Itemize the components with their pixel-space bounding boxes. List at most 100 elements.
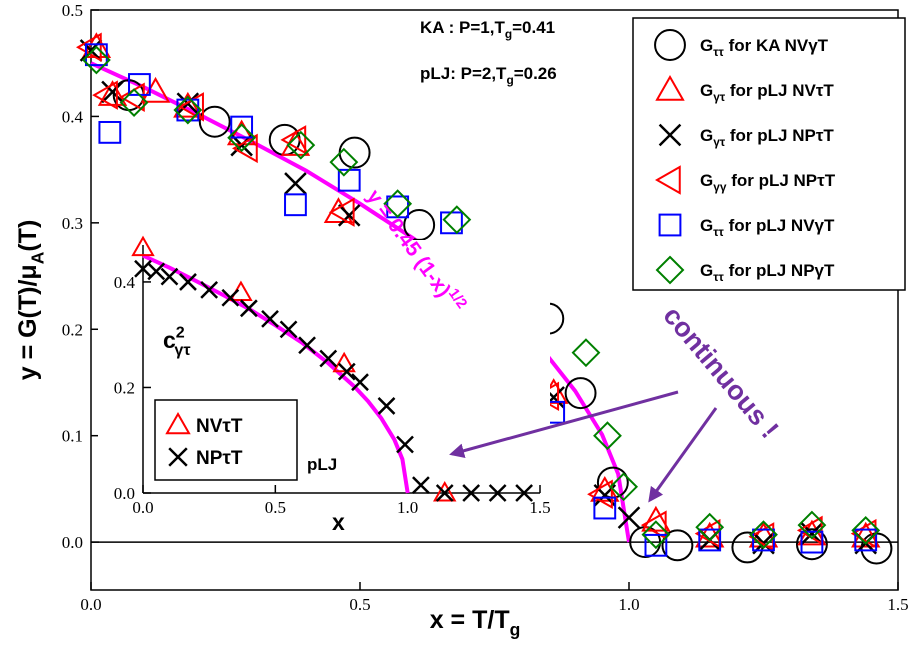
marker [98,120,122,144]
x-tick-label: 1.5 [529,498,550,517]
marker [435,484,454,502]
legend-label: Gττ for pLJ NPγT [700,261,835,284]
legend-label-part: G [700,261,713,280]
x-tick-label: 0.0 [132,498,153,517]
x-tick-label: 0.5 [265,498,286,517]
marker [593,421,622,451]
legend-label-part: G [700,171,713,190]
marker [173,95,203,125]
legend-label-part: G [700,126,713,145]
x-tick-label: 1.0 [397,498,418,517]
legend-label: Gττ for KA NVγT [700,36,829,59]
marker [337,362,356,381]
marker [593,496,617,520]
marker [403,209,436,241]
marker [221,288,240,307]
marker [261,309,279,328]
x-tick-label: 1.0 [618,595,639,614]
inset-annotation: pLJ [307,455,337,474]
marker [101,80,124,104]
annotation: pLJ: P=2,Tg=0.26 [420,64,557,87]
marker [515,484,534,502]
inset-legend-label: NPτT [196,448,243,469]
marker [587,479,613,509]
annotation: KA : P=1,Tg=0.41 [420,18,555,41]
marker [462,484,481,502]
y-tick-label: 0.0 [114,484,135,503]
marker [655,255,685,285]
legend-label-part: γτ [713,135,726,149]
marker [854,528,878,552]
marker [168,447,188,467]
marker [488,484,507,502]
legend-label-part: ττ [713,45,724,59]
marker [383,189,413,219]
marker [641,520,671,550]
marker [640,510,667,540]
y-axis-label-part: y = G(T)/μ [14,264,42,380]
marker [617,506,641,529]
marker [319,349,338,368]
marker [84,43,108,67]
inset-y-axis-label-part: c [163,327,176,353]
y-tick-label: 0.1 [62,427,83,446]
legend-label: Gττ for pLJ NVγT [700,216,835,239]
marker [119,88,149,118]
marker [571,338,601,368]
marker [328,197,355,227]
marker [176,92,200,115]
annotation-part: =0.26 [514,64,557,83]
marker [239,299,258,318]
inset-y-axis-label-part: γτ [174,341,190,359]
marker [351,373,369,392]
marker [644,533,668,557]
marker [851,515,881,545]
annotation-part: g [505,27,512,41]
legend-label: Gγγ for pLJ NPτT [700,171,836,194]
marker [232,133,258,164]
marker [92,80,118,110]
legend-label-part: G [700,36,713,55]
inset-legend-label-part: NVτT [196,416,243,437]
x-axis-label-part: g [510,620,521,640]
legend-label-part: for pLJ NVγT [724,216,835,235]
marker [661,529,694,562]
annotation-part: =0.41 [512,18,555,37]
marker [329,147,359,177]
y-axis-label: y = G(T)/μA(T) [14,220,48,381]
y-tick-label: 0.2 [114,378,135,397]
legend-box [632,17,906,291]
legend-label-part: γτ [713,90,726,104]
legend-label-part: for pLJ NPτT [725,126,834,145]
x-tick-label: 1.5 [887,595,908,614]
marker [279,320,298,339]
marker [298,336,316,355]
marker [795,528,828,561]
y-tick-label: 0.5 [62,1,83,20]
marker [230,115,254,139]
marker [800,530,824,554]
marker [432,480,457,502]
marker [286,130,316,160]
marker [752,528,775,552]
x-tick-label: 0.5 [349,595,370,614]
y-tick-label: 0.3 [62,214,83,233]
marker [280,125,307,155]
marker [284,172,307,195]
marker [658,213,682,237]
arrow [648,407,718,503]
x-axis-label-part: x = T/T [430,606,510,634]
marker [337,204,361,227]
y-tick-label: 0.4 [62,107,84,126]
annotation-part: g [506,73,513,87]
marker [655,74,685,101]
y-tick-label: 0.0 [62,533,83,552]
y-axis-label-part: A [28,251,48,264]
inset-legend-label-part: NPτT [196,448,243,469]
annotation-part: pLJ: P=2,T [420,64,507,83]
marker [695,512,725,542]
inset-background [98,240,550,528]
y-tick-label: 0.2 [62,320,83,339]
marker [609,472,639,502]
legend-label-part: for pLJ NPτT [726,171,835,190]
